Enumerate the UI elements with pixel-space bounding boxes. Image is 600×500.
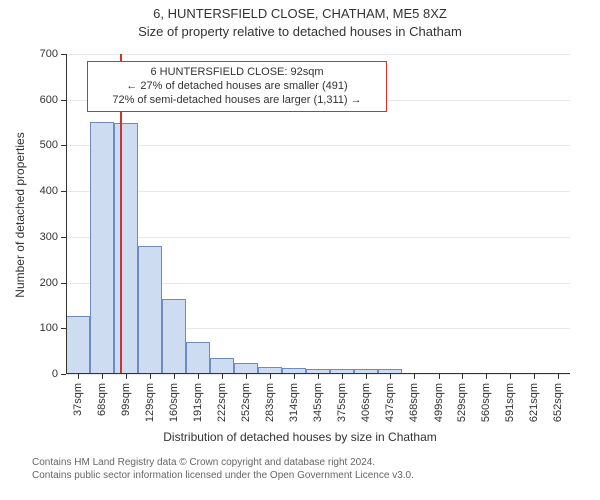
- ytick-mark: [61, 374, 66, 375]
- xtick-mark: [558, 374, 559, 379]
- xtick-mark: [270, 374, 271, 379]
- histogram-bar: [66, 316, 90, 374]
- gridline-h: [66, 145, 570, 146]
- footer-attribution: Contains HM Land Registry data © Crown c…: [0, 457, 600, 482]
- y-axis-label: Number of detached properties: [13, 55, 27, 375]
- xtick-mark: [486, 374, 487, 379]
- annotation-line: ← 27% of detached houses are smaller (49…: [92, 80, 382, 94]
- footer-line: Contains HM Land Registry data © Crown c…: [32, 457, 600, 470]
- ytick-label: 100: [28, 322, 58, 334]
- xtick-label: 375sqm: [336, 383, 348, 433]
- xtick-label: 283sqm: [264, 383, 276, 433]
- xtick-label: 468sqm: [408, 383, 420, 433]
- xtick-label: 560sqm: [480, 383, 492, 433]
- annotation-line: 72% of semi-detached houses are larger (…: [92, 94, 382, 108]
- xtick-label: 252sqm: [240, 383, 252, 433]
- xtick-mark: [126, 374, 127, 379]
- y-axis-line: [66, 54, 67, 374]
- gridline-h: [66, 54, 570, 55]
- xtick-label: 499sqm: [433, 383, 445, 433]
- xtick-mark: [294, 374, 295, 379]
- histogram-bar: [138, 246, 162, 374]
- xtick-mark: [439, 374, 440, 379]
- footer-line: Contains public sector information licen…: [32, 470, 600, 483]
- xtick-mark: [318, 374, 319, 379]
- xtick-mark: [414, 374, 415, 379]
- chart-title-main: 6, HUNTERSFIELD CLOSE, CHATHAM, ME5 8XZ: [0, 6, 600, 21]
- xtick-mark: [510, 374, 511, 379]
- xtick-label: 68sqm: [96, 383, 108, 433]
- xtick-label: 222sqm: [216, 383, 228, 433]
- xtick-mark: [198, 374, 199, 379]
- chart-title-sub: Size of property relative to detached ho…: [0, 24, 600, 39]
- xtick-mark: [222, 374, 223, 379]
- xtick-mark: [102, 374, 103, 379]
- annotation-box: 6 HUNTERSFIELD CLOSE: 92sqm← 27% of deta…: [87, 61, 387, 112]
- ytick-label: 600: [28, 94, 58, 106]
- annotation-line: 6 HUNTERSFIELD CLOSE: 92sqm: [92, 66, 382, 80]
- histogram-bar: [90, 122, 114, 374]
- xtick-mark: [150, 374, 151, 379]
- xtick-label: 652sqm: [552, 383, 564, 433]
- ytick-label: 700: [28, 48, 58, 60]
- xtick-label: 529sqm: [456, 383, 468, 433]
- chart-container: { "layout": { "width": 600, "height": 50…: [0, 0, 600, 500]
- ytick-label: 400: [28, 185, 58, 197]
- ytick-label: 200: [28, 277, 58, 289]
- xtick-label: 37sqm: [72, 383, 84, 433]
- xtick-label: 160sqm: [168, 383, 180, 433]
- xtick-label: 437sqm: [384, 383, 396, 433]
- xtick-mark: [462, 374, 463, 379]
- xtick-label: 621sqm: [528, 383, 540, 433]
- xtick-mark: [174, 374, 175, 379]
- xtick-label: 191sqm: [192, 383, 204, 433]
- xtick-label: 314sqm: [288, 383, 300, 433]
- xtick-mark: [342, 374, 343, 379]
- ytick-label: 500: [28, 139, 58, 151]
- xtick-mark: [246, 374, 247, 379]
- xtick-label: 345sqm: [312, 383, 324, 433]
- xtick-mark: [78, 374, 79, 379]
- xtick-mark: [390, 374, 391, 379]
- xtick-mark: [534, 374, 535, 379]
- xtick-label: 129sqm: [144, 383, 156, 433]
- histogram-bar: [114, 123, 138, 374]
- gridline-h: [66, 191, 570, 192]
- xtick-label: 591sqm: [504, 383, 516, 433]
- gridline-h: [66, 237, 570, 238]
- xtick-label: 99sqm: [120, 383, 132, 433]
- histogram-bar: [162, 299, 186, 374]
- xtick-label: 406sqm: [360, 383, 372, 433]
- xtick-mark: [366, 374, 367, 379]
- histogram-bar: [186, 342, 210, 374]
- ytick-label: 300: [28, 231, 58, 243]
- histogram-bar: [210, 358, 234, 374]
- ytick-label: 0: [28, 368, 58, 380]
